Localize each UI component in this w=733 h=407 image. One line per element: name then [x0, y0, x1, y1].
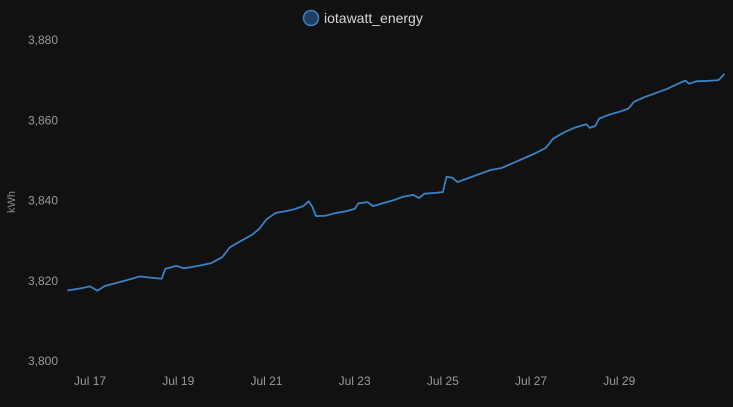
- plot-area: [67, 73, 725, 292]
- y-tick-label: 3,800: [28, 354, 58, 368]
- legend-series-swatch[interactable]: [302, 9, 320, 27]
- x-tick-label: Jul 29: [603, 374, 635, 388]
- x-tick-label: Jul 25: [427, 374, 459, 388]
- x-tick-label: Jul 23: [339, 374, 371, 388]
- y-tick-label: 3,820: [28, 274, 58, 288]
- x-tick-label: Jul 19: [162, 374, 194, 388]
- y-axis-title: kWh: [6, 191, 18, 213]
- y-tick-label: 3,840: [28, 194, 58, 208]
- x-tick-label: Jul 21: [250, 374, 282, 388]
- legend-series-label[interactable]: iotawatt_energy: [324, 10, 423, 26]
- chart-legend[interactable]: iotawatt_energy: [302, 9, 423, 27]
- x-tick-label: Jul 17: [74, 374, 106, 388]
- y-tick-label: 3,860: [28, 113, 58, 127]
- y-axis-ticks: 3,800 3,820 3,840 3,860 3,880: [28, 33, 58, 368]
- series-line[interactable]: [67, 73, 725, 292]
- x-tick-label: Jul 27: [515, 374, 547, 388]
- x-axis-ticks: Jul 17 Jul 19 Jul 21 Jul 23 Jul 25 Jul 27 Jul …: [74, 374, 636, 388]
- y-tick-label: 3,880: [28, 33, 58, 47]
